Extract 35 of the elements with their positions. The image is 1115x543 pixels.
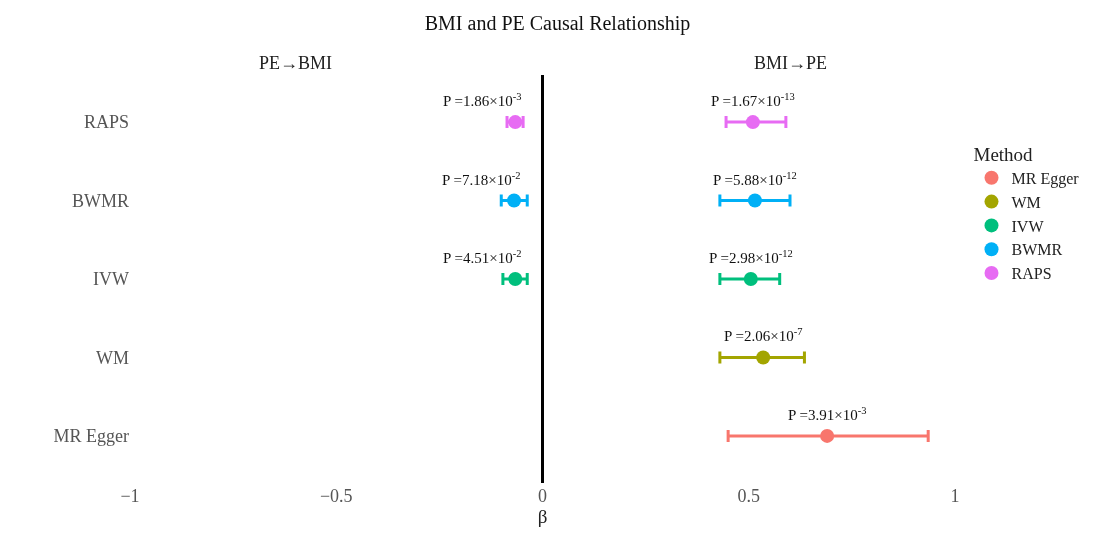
- point: [508, 272, 523, 286]
- point: [747, 193, 762, 208]
- text: PE→BMI: [259, 53, 333, 73]
- annotation: P =2.06×10$^{-7}$: [724, 326, 803, 345]
- chart-title: BMI and PE Causal Relationship: [424, 12, 691, 36]
- y-tick-label: WM: [96, 347, 129, 368]
- point: [743, 272, 758, 286]
- y-tick-label: BWMR: [71, 190, 129, 211]
- legend-label: MR Egger: [1011, 170, 1080, 189]
- legend-label: RAPS: [1011, 265, 1052, 283]
- legend-title: Method: [973, 143, 1034, 165]
- x-tick-label: 1: [950, 486, 960, 506]
- y-tick-label: RAPS: [83, 112, 129, 133]
- annotation: P =2.98×10$^{-12}$: [709, 248, 793, 267]
- x-tick-label: −0.5: [319, 486, 353, 506]
- annotation: P =5.88×10$^{-12}$: [713, 170, 797, 189]
- y-tick-label: MR Egger: [53, 426, 129, 447]
- annotation: P =7.18×10$^{-2}$: [442, 170, 521, 189]
- annotation: P =3.91×10$^{-3}$: [788, 405, 867, 424]
- text: BMI→PE: [754, 53, 828, 73]
- x-tick-label: 0.5: [737, 486, 760, 506]
- x-tick-label: −1: [120, 486, 140, 506]
- legend-label: WM: [1011, 193, 1041, 211]
- annotation: P =1.86×10$^{-3}$: [443, 91, 522, 110]
- x-axis-title: β: [537, 506, 548, 527]
- legend-label: IVW: [1011, 217, 1045, 235]
- legend-label: BWMR: [1011, 241, 1063, 259]
- annotation: P =1.67×10$^{-13}$: [711, 91, 795, 110]
- annotation: P =4.51×10$^{-2}$: [443, 248, 522, 267]
- point: [745, 115, 760, 130]
- point: [820, 428, 835, 443]
- y-tick-label: IVW: [93, 269, 130, 290]
- x-tick-label: 0: [538, 486, 547, 506]
- point: [507, 193, 522, 208]
- point: [756, 350, 771, 365]
